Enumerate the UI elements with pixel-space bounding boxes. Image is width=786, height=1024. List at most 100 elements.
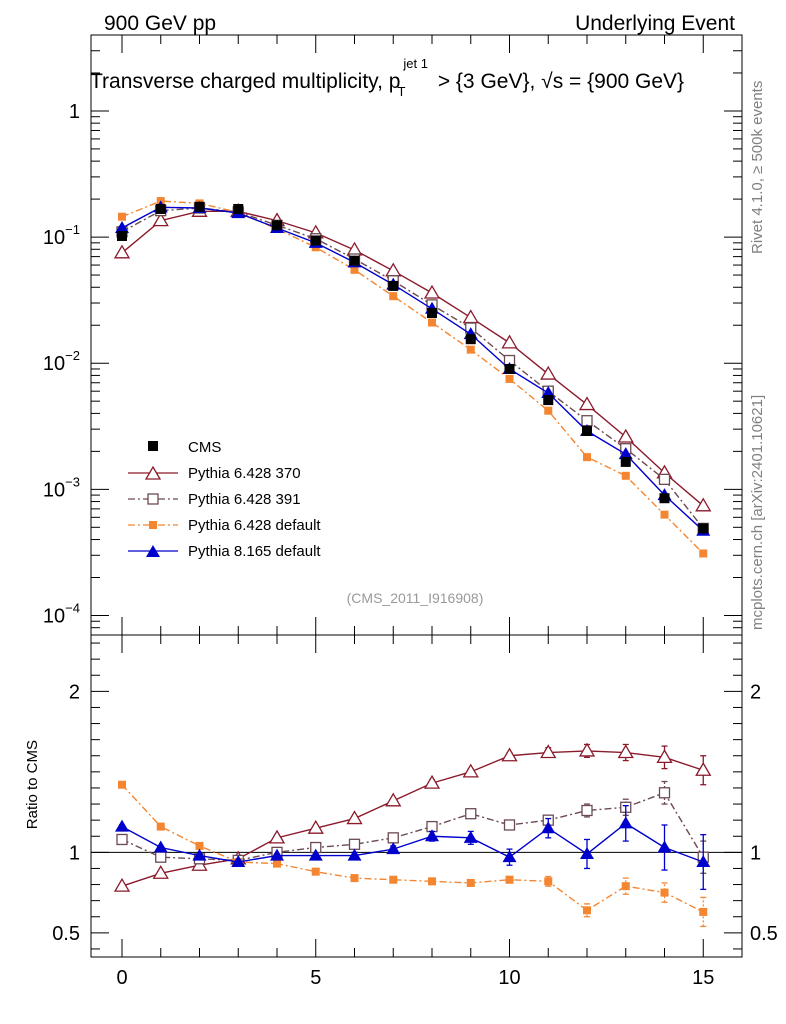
main-y-tick-label: 10−3 — [43, 474, 80, 501]
legend-entry-pythia6-default: Pythia 6.428 default — [128, 517, 321, 534]
data-point-cms — [388, 280, 399, 291]
data-point-cms — [427, 308, 437, 319]
data-point-cms — [272, 220, 282, 231]
ratio-point-pythia-8-165-default — [580, 846, 594, 859]
main-y-tick-exp: −4 — [65, 600, 80, 615]
ratio-point-pythia-6-428-391 — [155, 851, 167, 863]
series-pythia-6-428-370 — [113, 203, 712, 512]
data-point-cms — [620, 456, 631, 467]
ratio-y-tick-label: 1 — [69, 842, 80, 864]
series-line-pythia-8-165-default — [121, 206, 704, 532]
data-point-pythia-8-165-default — [618, 447, 633, 460]
data-point-pythia-6-428-default — [699, 549, 708, 558]
main-axis-ticks: 110−110−210−310−4 — [43, 34, 743, 636]
ratio-point-pythia-8-165-default — [347, 848, 362, 861]
data-point-pythia-6-428-370 — [540, 365, 557, 380]
legend-marker-cms — [148, 441, 158, 451]
main-y-tick-exp: −3 — [65, 474, 80, 489]
legend-label-cms: CMS — [188, 439, 221, 456]
data-point-pythia-6-428-370 — [346, 241, 363, 256]
data-point-cms — [543, 395, 554, 406]
ratio-panel-frame — [90, 634, 743, 958]
legend-label-pythia6-391: Pythia 6.428 391 — [188, 491, 301, 508]
ratio-point-pythia-8-165-default — [541, 821, 556, 834]
ratio-point-pythia-6-428-391 — [116, 833, 128, 846]
main-y-tick-exp: −2 — [65, 348, 80, 363]
main-y-tick-base: 10 — [43, 227, 65, 249]
main-y-tick-label: 10−1 — [43, 222, 80, 249]
title-sup: jet 1 — [402, 56, 428, 71]
ratio-y-tick-label: 2 — [69, 681, 80, 703]
data-point-pythia-6-428-default — [118, 212, 126, 221]
data-point-cms — [659, 493, 670, 504]
ratio-series-pythia-6-428-370 — [113, 742, 712, 892]
rivet-version-label: Rivet 4.1.0, ≥ 500k events — [749, 81, 766, 254]
main-y-tick-base: 10 — [43, 605, 65, 627]
data-point-cms — [465, 334, 476, 345]
ratio-point-pythia-8-165-default — [502, 850, 517, 863]
ratio-point-pythia-8-165-default — [696, 855, 711, 868]
ratio-y-tick-label-right: 1 — [750, 842, 761, 864]
ratio-point-pythia-8-165-default — [270, 848, 284, 861]
ratio-point-pythia-6-428-default — [311, 867, 320, 876]
ratio-ylabel: Ratio to CMS — [24, 740, 41, 829]
data-point-pythia-6-428-370 — [423, 284, 441, 299]
legend-label-pythia8-default: Pythia 8.165 default — [188, 543, 321, 560]
data-point-cms — [117, 230, 127, 241]
data-point-pythia-8-165-default — [541, 386, 556, 399]
legend-marker-pythia6-391 — [147, 493, 159, 505]
legend-label-pythia6-default: Pythia 6.428 default — [188, 517, 321, 534]
title-pre: Transverse charged multiplicity, p — [90, 70, 400, 93]
ratio-x-tick-label: 15 — [692, 967, 714, 989]
legend-marker-pythia6-default — [149, 521, 157, 529]
data-point-cms — [310, 235, 321, 246]
ratio-point-pythia-6-428-391 — [465, 808, 477, 820]
series-line-pythia-6-428-391 — [121, 207, 704, 529]
data-point-pythia-6-428-370 — [501, 334, 518, 349]
ratio-point-pythia-6-428-391 — [387, 832, 399, 844]
ratio-point-pythia-6-428-default — [621, 882, 630, 891]
data-point-pythia-6-428-default — [350, 265, 359, 274]
ratio-series-group — [113, 742, 712, 928]
data-point-cms — [349, 255, 360, 266]
data-point-pythia-8-165-default — [115, 221, 129, 234]
series-line-pythia-6-428-370 — [121, 210, 704, 507]
ratio-y-tick-label-right: 2 — [750, 681, 761, 703]
ratio-point-pythia-8-165-default — [425, 829, 439, 842]
ratio-point-pythia-6-428-370 — [385, 792, 402, 807]
main-y-tick-label: 10−4 — [43, 600, 80, 627]
legend-entry-cms: CMS — [148, 439, 221, 456]
ratio-point-pythia-8-165-default — [153, 840, 168, 853]
ratio-point-pythia-6-428-default — [505, 875, 514, 884]
main-series-group — [113, 197, 712, 558]
header-left: 900 GeV pp — [104, 12, 216, 35]
ratio-point-pythia-6-428-391 — [581, 804, 593, 817]
ratio-point-pythia-8-165-default — [192, 848, 207, 861]
ratio-point-pythia-6-428-391 — [503, 819, 516, 831]
ratio-point-pythia-8-165-default — [618, 816, 633, 829]
ratio-series-pythia-8-165-default — [115, 805, 711, 891]
data-point-pythia-6-428-391 — [658, 473, 671, 485]
data-point-pythia-6-428-default — [544, 406, 553, 415]
ratio-line-pythia-8-165-default — [121, 822, 704, 863]
ratio-point-pythia-8-165-default — [231, 855, 246, 868]
ratio-point-pythia-6-428-370 — [617, 744, 634, 759]
ratio-point-pythia-6-428-370 — [268, 829, 286, 844]
title-sqrt: √ — [541, 70, 553, 93]
ratio-y-tick-label-right: 0.5 — [750, 923, 778, 945]
ratio-point-pythia-6-428-391 — [348, 838, 361, 850]
legend-entry-pythia8-default: Pythia 8.165 default — [128, 543, 321, 560]
ratio-point-pythia-6-428-default — [428, 877, 436, 886]
data-point-pythia-6-428-default — [466, 345, 475, 354]
data-point-cms — [155, 203, 166, 214]
ratio-axis-ticks: 2 2 1 1 0.5 0.5 0 5 10 15 — [52, 635, 778, 989]
ratio-point-pythia-6-428-default — [156, 822, 165, 831]
mcplots-label: mcplots.cern.ch [arXiv:2401.10621] — [749, 395, 766, 630]
main-y-tick-label: 10−2 — [43, 348, 80, 375]
ratio-point-pythia-8-165-default — [386, 842, 401, 855]
ratio-point-pythia-6-428-370 — [578, 742, 596, 757]
ratio-point-pythia-6-428-default — [273, 859, 281, 868]
main-y-tick-label: 1 — [69, 101, 80, 123]
ratio-line-pythia-6-428-370 — [121, 750, 704, 887]
data-point-cms — [698, 523, 709, 534]
